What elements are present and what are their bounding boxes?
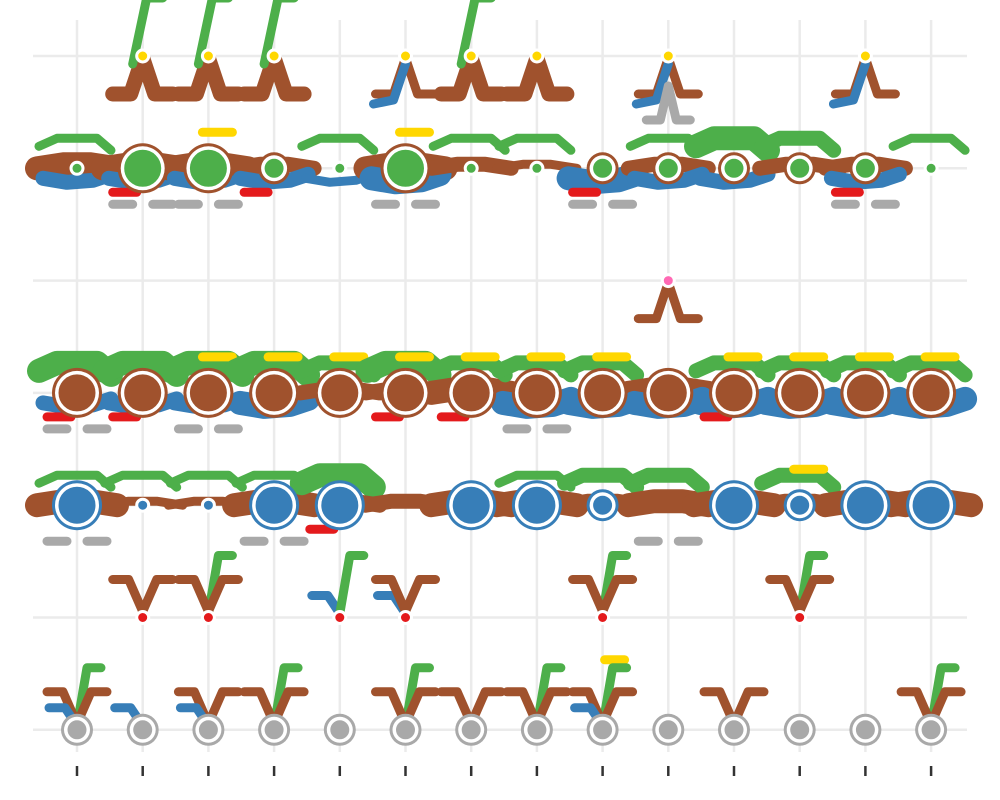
- glyph-stroke: [754, 467, 842, 495]
- glyph-stroke: [165, 470, 247, 492]
- hub: [318, 483, 362, 527]
- hub: [655, 155, 681, 181]
- glyph-stroke: [828, 59, 870, 109]
- hub: [857, 48, 873, 64]
- glyph-stroke: [754, 130, 842, 158]
- hub: [332, 160, 348, 176]
- glyph-stroke: [557, 355, 645, 383]
- hub: [327, 717, 353, 743]
- hub: [318, 371, 362, 415]
- hub: [186, 146, 230, 190]
- hub: [463, 160, 479, 176]
- hub: [69, 160, 85, 176]
- hub: [660, 48, 676, 64]
- hub: [590, 492, 616, 518]
- hub: [778, 371, 822, 415]
- hub: [135, 48, 151, 64]
- glyph-stroke: [297, 133, 379, 155]
- hub: [787, 717, 813, 743]
- hub: [787, 492, 813, 518]
- hub: [909, 483, 953, 527]
- hub: [135, 497, 151, 513]
- hub: [135, 610, 151, 625]
- hub: [787, 155, 813, 181]
- hub: [721, 155, 747, 181]
- hub: [923, 160, 939, 176]
- hub: [195, 717, 221, 743]
- glyph-stroke: [456, 0, 496, 69]
- glyph-stroke: [631, 59, 673, 109]
- hub: [660, 273, 676, 289]
- glyph: [888, 133, 970, 155]
- hub: [332, 610, 348, 625]
- glyph-stroke: [885, 355, 973, 383]
- glyph-stroke: [259, 0, 299, 69]
- hub: [55, 483, 99, 527]
- hub: [721, 717, 747, 743]
- hub: [458, 717, 484, 743]
- glyph-stroke: [622, 467, 710, 495]
- hub: [646, 371, 690, 415]
- hub: [121, 146, 165, 190]
- hub: [200, 48, 216, 64]
- hub: [398, 610, 413, 625]
- glyph: [307, 551, 369, 618]
- hub: [524, 717, 550, 743]
- hub: [909, 371, 953, 415]
- hub: [852, 155, 878, 181]
- hub: [590, 717, 616, 743]
- hub: [186, 371, 230, 415]
- hub: [384, 371, 427, 415]
- hub: [463, 48, 479, 64]
- hub: [449, 483, 493, 527]
- hub: [449, 371, 493, 415]
- glyph-stroke: [369, 59, 410, 109]
- hub: [384, 146, 427, 190]
- hub: [529, 48, 545, 64]
- x-axis-ticks: [75, 766, 933, 776]
- hub: [581, 371, 625, 415]
- hub: [200, 497, 216, 513]
- hub: [130, 717, 156, 743]
- hub: [261, 717, 287, 743]
- hub: [64, 717, 90, 743]
- hub: [121, 371, 165, 415]
- hub: [843, 483, 887, 527]
- hub: [261, 155, 287, 181]
- hub-layer: [52, 48, 957, 746]
- glyph-stroke: [193, 0, 233, 69]
- hub: [393, 717, 418, 743]
- glyph-stroke: [34, 133, 116, 155]
- hub: [398, 48, 413, 64]
- hub: [266, 48, 282, 64]
- glyph-stroke: [888, 133, 970, 155]
- glyph-stroke: [428, 133, 510, 155]
- hub: [252, 483, 296, 527]
- hub: [712, 483, 756, 527]
- glyph-stroke: [641, 81, 695, 125]
- glyph-stroke: [100, 470, 182, 492]
- hub: [55, 371, 99, 415]
- hub: [515, 483, 559, 527]
- hub: [595, 610, 611, 625]
- hub: [655, 717, 681, 743]
- hub: [918, 717, 944, 743]
- hub: [200, 610, 216, 625]
- glyph-stroke: [128, 0, 167, 69]
- hub: [712, 371, 756, 415]
- hub: [792, 610, 808, 625]
- glyph-stroke: [494, 133, 576, 155]
- glyph-stroke: [335, 551, 369, 618]
- glyph-stroke: [307, 591, 345, 618]
- glyph-stroke: [289, 463, 386, 500]
- hub: [852, 717, 878, 743]
- hub: [252, 371, 296, 415]
- hub: [515, 371, 559, 415]
- hub: [590, 155, 616, 181]
- hub: [529, 160, 545, 176]
- hub: [843, 371, 887, 415]
